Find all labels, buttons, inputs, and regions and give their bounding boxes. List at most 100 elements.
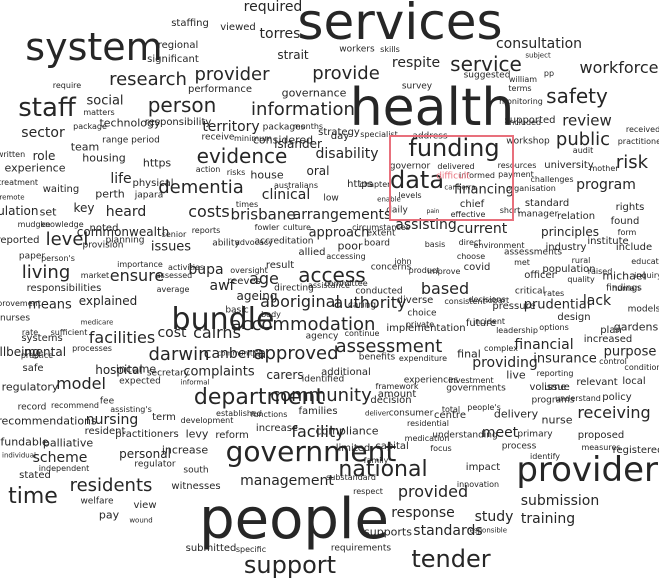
- word: subject: [525, 51, 551, 60]
- word: purpose: [603, 344, 657, 360]
- word: age: [249, 269, 279, 288]
- word: arrangements: [292, 207, 392, 223]
- word: direct: [458, 238, 482, 247]
- word: accessing: [326, 252, 366, 261]
- word: rates: [543, 289, 565, 298]
- word: term: [152, 412, 176, 423]
- word: perth: [95, 187, 125, 201]
- word: short: [499, 206, 521, 215]
- word: quality: [567, 275, 595, 284]
- word: required: [243, 0, 303, 15]
- word: enable: [377, 195, 401, 204]
- word: health: [349, 78, 515, 138]
- word: physical: [132, 178, 174, 189]
- word: informed: [459, 171, 495, 180]
- word: oversight: [230, 266, 268, 275]
- word: mudgee: [17, 220, 51, 229]
- word: substandard: [326, 473, 376, 482]
- word: living: [21, 262, 71, 283]
- word: minimum: [234, 134, 272, 143]
- word: complex: [484, 344, 518, 353]
- word: wound: [129, 516, 153, 525]
- word: range period: [102, 135, 160, 146]
- word: expected: [119, 376, 161, 387]
- word: effective: [450, 210, 486, 219]
- word: levels: [398, 191, 422, 200]
- word: commonwealth: [76, 225, 170, 239]
- word: include: [615, 242, 653, 253]
- word: governor: [389, 161, 431, 172]
- word: expenditure: [398, 354, 448, 363]
- word: consumer: [388, 408, 434, 419]
- word: aboriginal: [260, 292, 340, 311]
- word: evidence: [196, 144, 288, 168]
- word: established: [216, 409, 262, 418]
- word: families: [298, 406, 338, 417]
- word: knowledge: [40, 220, 84, 229]
- word: current: [456, 221, 508, 237]
- word: safety: [546, 84, 608, 108]
- word: japara: [134, 190, 164, 201]
- word: centre: [434, 410, 466, 421]
- word: allied: [298, 247, 326, 258]
- word: training: [520, 511, 576, 527]
- word: increased: [583, 334, 633, 345]
- word: meet: [481, 425, 519, 441]
- word: culture: [283, 223, 311, 232]
- word: system: [25, 25, 163, 69]
- word: choice: [407, 308, 437, 319]
- word: volume: [529, 382, 567, 393]
- word: awf: [209, 278, 235, 294]
- word: ensure: [109, 266, 165, 285]
- word: assisting: [395, 217, 457, 233]
- word: capital: [375, 441, 409, 452]
- word: challenges: [530, 175, 574, 184]
- word: market: [80, 271, 110, 280]
- word: workforce: [579, 58, 659, 77]
- word: manager: [517, 209, 559, 220]
- word: hobart: [482, 296, 510, 305]
- word: decisions: [468, 295, 506, 304]
- word: income: [115, 362, 157, 376]
- word: medicare: [80, 318, 114, 327]
- word: https: [142, 156, 172, 170]
- word: written: [0, 150, 26, 159]
- word: insurance: [533, 351, 597, 367]
- word: regulatory: [1, 380, 59, 394]
- word: person: [147, 93, 217, 117]
- word: understand: [555, 394, 601, 403]
- word: activities: [167, 263, 205, 272]
- word: time: [8, 484, 58, 509]
- word: relation: [556, 211, 596, 222]
- word: skills: [380, 45, 400, 54]
- word: private: [405, 320, 435, 329]
- word: submitted: [185, 543, 237, 554]
- word: conducted: [355, 286, 403, 297]
- word: understanding: [432, 430, 498, 441]
- word: accommodation: [230, 314, 376, 335]
- word: compliance: [315, 424, 379, 438]
- word: experience: [4, 161, 66, 175]
- word: regulator: [134, 459, 176, 470]
- word: university: [544, 160, 594, 171]
- word: recommendations: [0, 414, 97, 428]
- word: gardens: [613, 320, 659, 334]
- word: population: [542, 264, 596, 275]
- word: viewed: [220, 22, 256, 33]
- word: risk: [615, 152, 649, 173]
- word: residential: [407, 419, 449, 428]
- word: governance: [281, 86, 347, 100]
- word: incident: [472, 317, 506, 326]
- word: provision: [82, 240, 124, 251]
- word: data: [389, 166, 445, 194]
- word: costs: [188, 202, 230, 221]
- word: concerns: [370, 262, 412, 273]
- word: record: [17, 402, 47, 413]
- word: mother: [589, 164, 619, 173]
- word: provide: [312, 63, 380, 84]
- word: provider: [194, 64, 270, 85]
- word: department: [193, 385, 325, 410]
- word: pp: [543, 69, 555, 78]
- word: information: [251, 99, 355, 120]
